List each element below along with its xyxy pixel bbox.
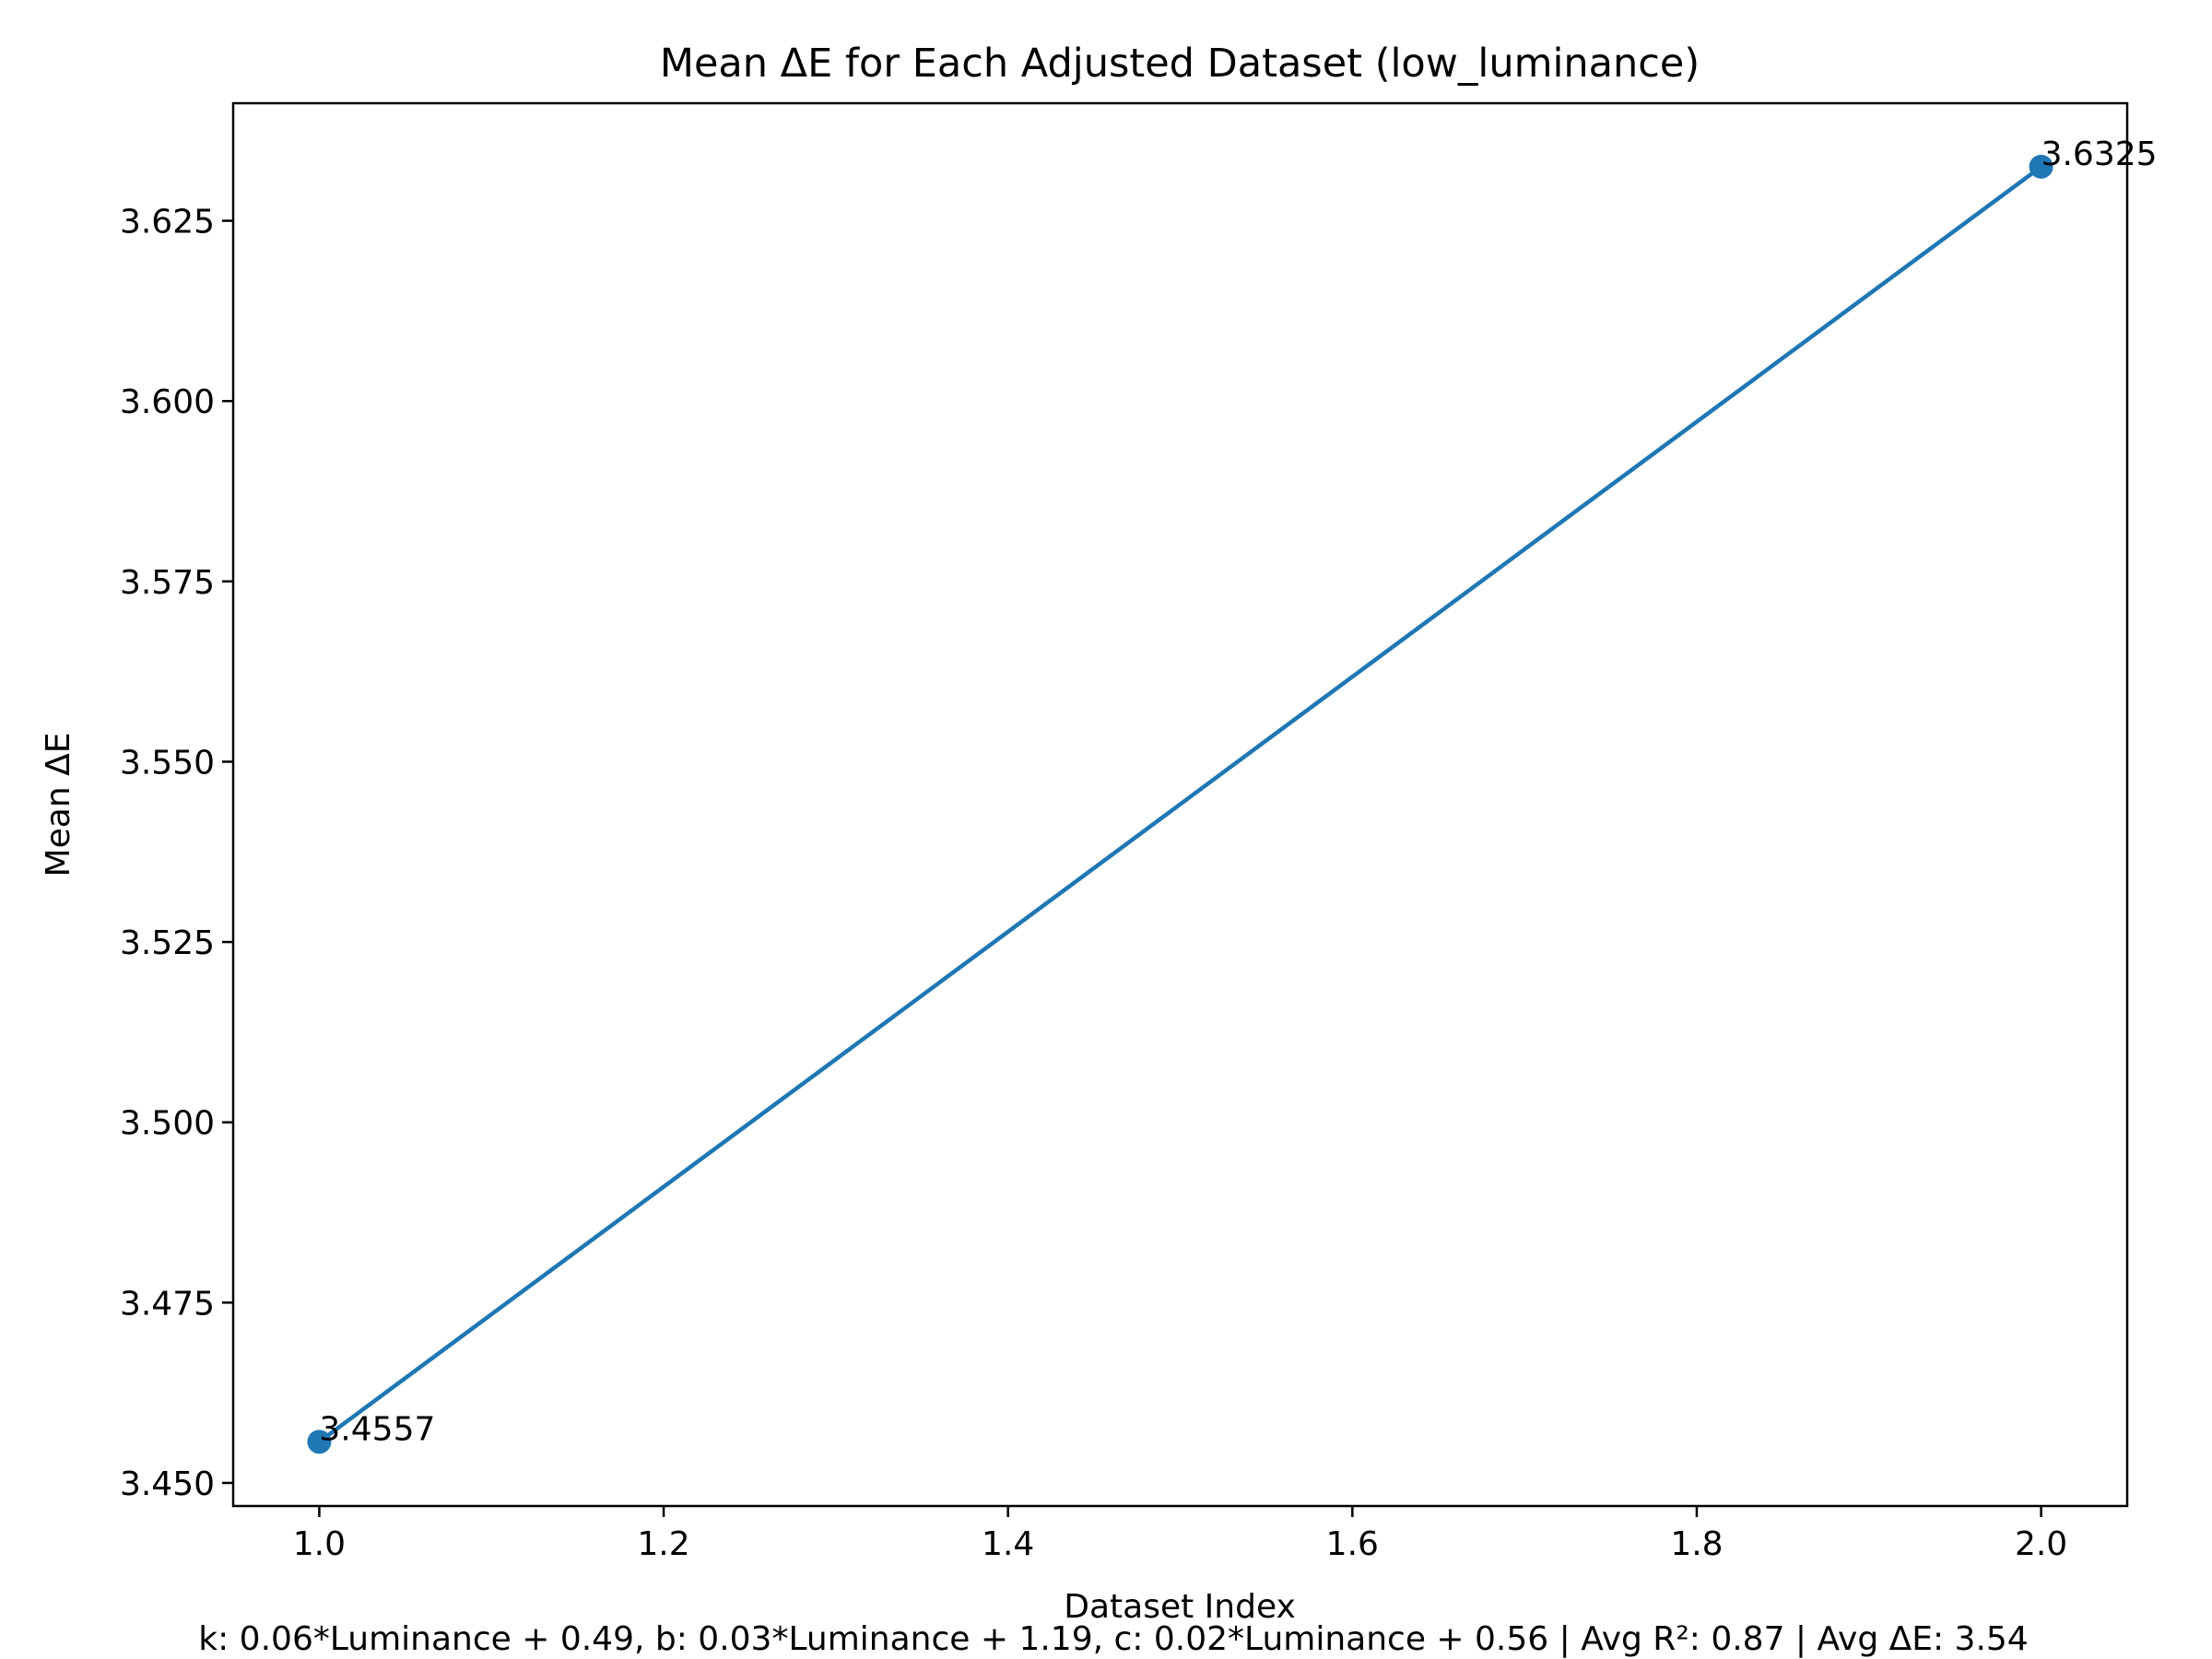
x-tick-label: 1.6 [1326,1525,1379,1563]
x-tick-label: 1.0 [293,1525,346,1563]
y-tick-label: 3.600 [120,383,215,421]
x-tick-label: 1.2 [637,1525,689,1563]
y-tick-label: 3.575 [120,564,215,602]
y-tick-label: 3.500 [120,1105,215,1143]
data-point-label: 3.6325 [2041,135,2158,173]
y-axis-label: Mean ΔE [40,733,77,877]
y-tick-label: 3.550 [120,744,215,782]
y-tick-label: 3.475 [120,1285,215,1323]
x-axis-label: Dataset Index [1064,1588,1296,1626]
y-tick-label: 3.625 [120,204,215,241]
x-tick-label: 2.0 [2015,1525,2067,1563]
x-tick-label: 1.8 [1670,1525,1723,1563]
axis-ticks: 1.0 1.2 1.4 1.6 1.8 2.0 3.450 3.475 3.500 3.525 3.… [120,204,2067,1563]
footer-summary: k: 0.06*Luminance + 0.49, b: 0.03*Lumina… [198,1620,2028,1658]
data-series: 3.4557 3.6325 [307,135,2158,1454]
y-tick-label: 3.525 [120,924,215,962]
series-line [316,163,2044,1445]
chart-title: Mean ΔE for Each Adjusted Dataset (low_l… [660,41,1700,87]
y-tick-label: 3.450 [120,1465,215,1503]
data-point-marker [2029,154,2053,179]
data-point-marker [307,1430,332,1454]
data-point-label: 3.4557 [319,1410,435,1448]
axes-frame [231,101,2129,1508]
x-tick-label: 1.4 [982,1525,1034,1563]
